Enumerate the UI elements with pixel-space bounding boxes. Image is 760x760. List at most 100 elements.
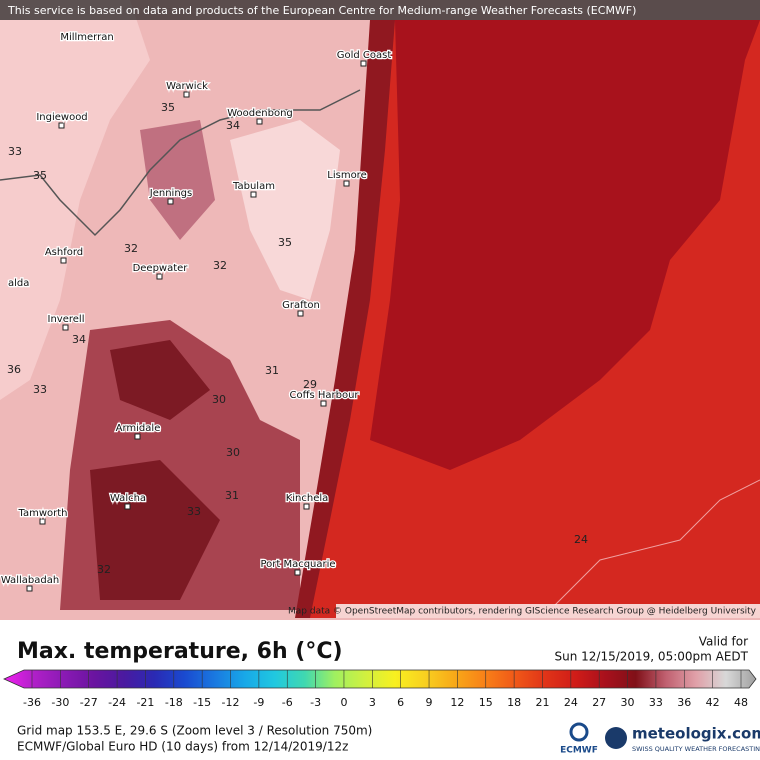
place: Gold Coast — [335, 49, 393, 67]
scale-tick-label: 9 — [426, 696, 433, 709]
contour-label: 33 — [33, 383, 47, 396]
place: Port Macquarie — [259, 558, 337, 576]
place-dot — [360, 60, 367, 67]
contour-label: 33 — [8, 145, 22, 158]
scale-tick-label: 3 — [369, 696, 376, 709]
attribution-bg — [336, 604, 760, 618]
scale-tick-label: -36 — [23, 696, 41, 709]
border — [0, 89, 361, 237]
contour-label: 30 — [226, 446, 240, 459]
place: Millmerran — [59, 31, 115, 45]
place: Wallabadah — [0, 574, 60, 592]
place-label: Woodenbong — [227, 108, 293, 119]
place-label: Armidale — [116, 423, 161, 434]
scale-bar — [3, 669, 757, 689]
tagline: SWISS QUALITY WEATHER FORECASTING — [632, 745, 760, 753]
place-dot — [39, 518, 46, 525]
place-label: Warwick — [166, 81, 208, 92]
scale-tick-label: -3 — [310, 696, 321, 709]
scale-tick-label: -9 — [253, 696, 264, 709]
place: Ashford — [44, 246, 84, 264]
scale-tick-label: -15 — [193, 696, 211, 709]
scale-tick-label: 24 — [564, 696, 578, 709]
scale-tick-label: 21 — [535, 696, 549, 709]
place: Grafton — [281, 299, 321, 317]
scale-tick-label: 42 — [706, 696, 720, 709]
place-label: Grafton — [282, 300, 320, 311]
place: Ingiewood — [35, 111, 89, 129]
contour-label: 24 — [574, 533, 588, 546]
scale-tick-label: -27 — [80, 696, 98, 709]
contour-line — [554, 479, 760, 606]
place-label: Tabulam — [232, 181, 275, 192]
place-label: Ashford — [45, 247, 83, 258]
scale-tick-label: -21 — [136, 696, 154, 709]
scale-tick-label: -18 — [165, 696, 183, 709]
place-dot — [62, 324, 69, 331]
place-dot — [303, 503, 310, 510]
ecmwf-logo: ECMWF — [560, 746, 598, 756]
place: Kinchela — [284, 492, 330, 510]
place-label: Wallabadah — [1, 575, 59, 586]
scale-tick-label: 12 — [450, 696, 464, 709]
color-scale: -36 -30 -27 -24 -21 -18 -15 -12 -9 -6 -3 0 3 6 9 12 15 18… — [3, 669, 757, 709]
scale-tick-label: 0 — [340, 696, 347, 709]
place-dot — [256, 118, 263, 125]
place-label: Kinchela — [286, 493, 329, 504]
place: Warwick — [165, 80, 209, 98]
contour-label: 36 — [7, 363, 21, 376]
place-label: Walcha — [110, 493, 146, 504]
contour-label: 29 — [303, 378, 317, 391]
place-label: Ingiewood — [36, 112, 87, 123]
scale-tick-label: 18 — [507, 696, 521, 709]
contour-label: 32 — [97, 563, 111, 576]
place-label: Inverell — [48, 314, 85, 325]
scale-tick-label: 36 — [677, 696, 691, 709]
ecmwf-icon — [569, 722, 589, 742]
place: Armidale — [114, 422, 162, 440]
contour-label: 35 — [33, 169, 47, 182]
place-dot — [156, 273, 163, 280]
place: Inverell — [46, 313, 86, 331]
notice-bar — [0, 0, 760, 20]
coast-band — [295, 20, 395, 618]
brand: meteologix.com — [632, 725, 760, 743]
sea-warm — [370, 20, 760, 470]
contour-label: 33 — [187, 505, 201, 518]
place: Lismore — [326, 169, 368, 187]
place-label: alda — [8, 278, 29, 289]
place: alda — [7, 277, 31, 291]
contour-label: 32 — [124, 242, 138, 255]
brand-icon — [605, 727, 627, 749]
place-dot — [60, 257, 67, 264]
scale-tick-label: 33 — [649, 696, 663, 709]
place-label: Tamworth — [18, 508, 68, 519]
hot-zone — [90, 340, 220, 600]
scale-tick-label: 27 — [592, 696, 606, 709]
valid-label: Valid for — [699, 635, 748, 649]
map: Millmerran Gold Coast Warwick Ingiewood Wood… — [0, 0, 760, 620]
legend: Max. temperature, 6h (°C) Valid for Sun … — [3, 635, 760, 756]
place: Woodenbong — [226, 107, 294, 125]
footer-line: ECMWF/Global Euro HD (10 days) from 12/1… — [17, 740, 348, 754]
contour-label: 30 — [212, 393, 226, 406]
place-dot — [167, 198, 174, 205]
valid-time: Sun 12/15/2019, 05:00pm AEDT — [555, 650, 749, 664]
scale-tick-label: -30 — [51, 696, 69, 709]
place-dot — [26, 585, 33, 592]
place-dot — [183, 91, 190, 98]
place-dot — [124, 503, 131, 510]
contour-label: 35 — [278, 236, 292, 249]
scale-tick-label: 6 — [397, 696, 404, 709]
place-dot — [294, 569, 301, 576]
contour-label: 31 — [265, 364, 279, 377]
place: Tabulam — [231, 180, 276, 198]
contour-label: 35 — [161, 101, 175, 114]
contour-label: 31 — [225, 489, 239, 502]
place: Walcha — [109, 492, 147, 510]
contour-label: 32 — [213, 259, 227, 272]
place-label: Port Macquarie — [260, 559, 335, 570]
warm-zone — [140, 120, 215, 240]
scale-tick-label: -12 — [222, 696, 240, 709]
place-label: Lismore — [327, 170, 366, 181]
